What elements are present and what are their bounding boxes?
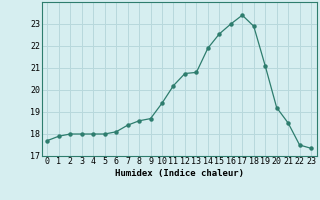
X-axis label: Humidex (Indice chaleur): Humidex (Indice chaleur) bbox=[115, 169, 244, 178]
